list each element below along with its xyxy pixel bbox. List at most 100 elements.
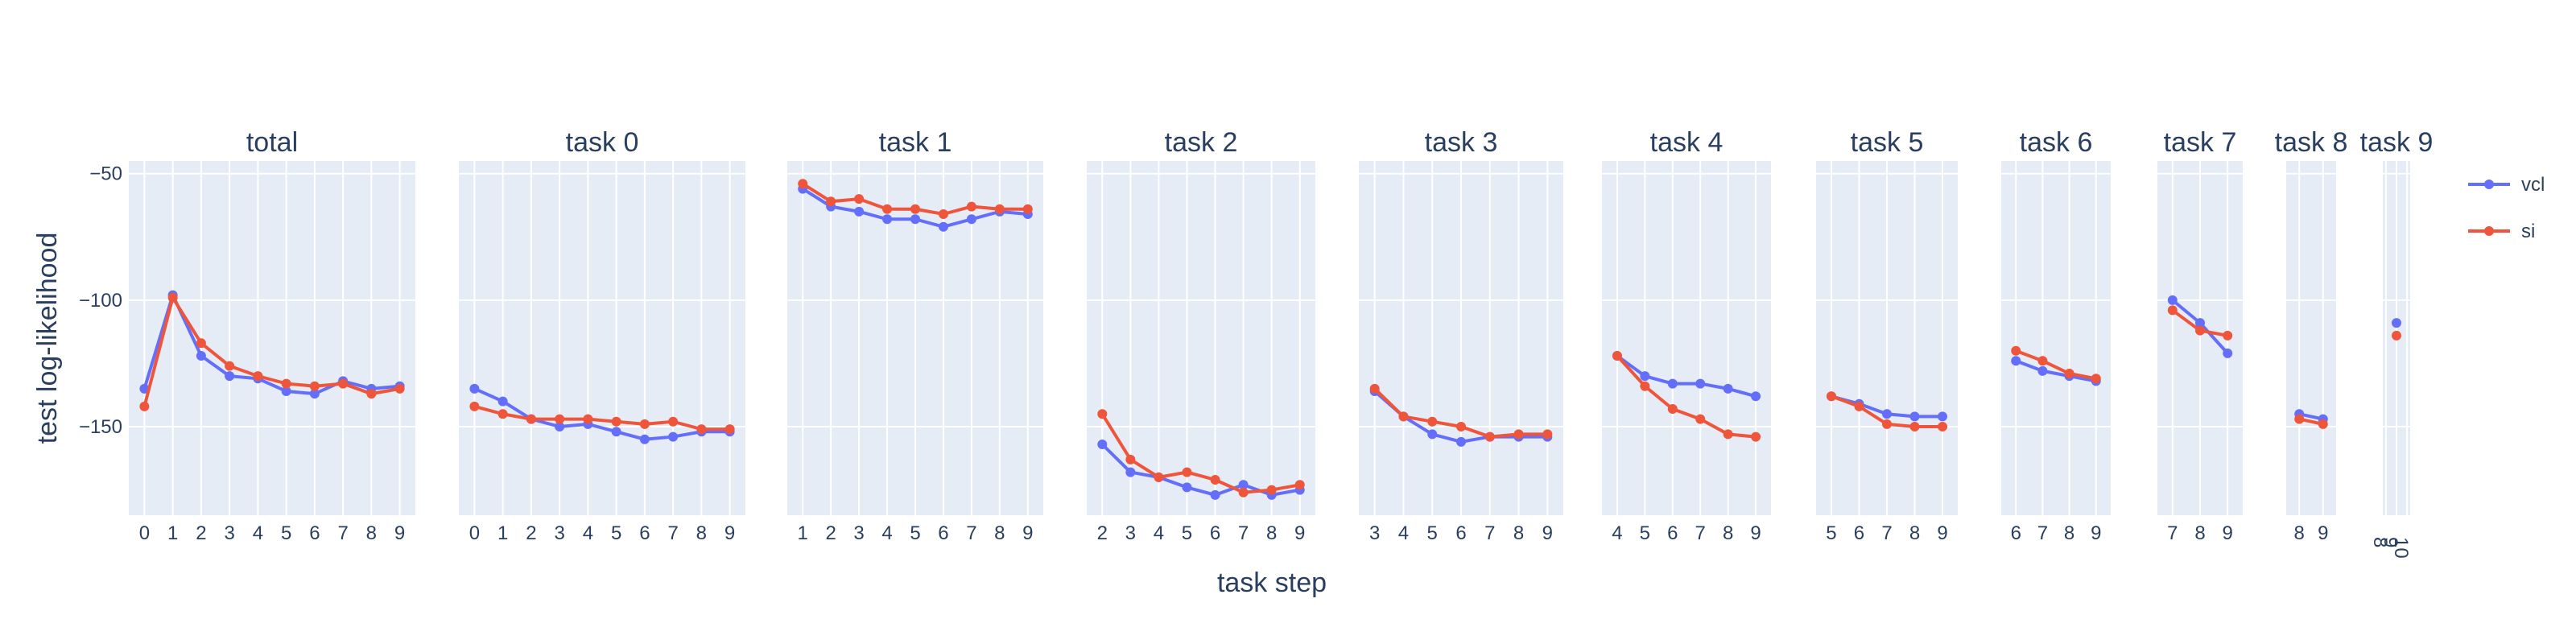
panel-title: task 7 — [2164, 127, 2237, 158]
x-tick-label: 9 — [1294, 522, 1305, 544]
series-line-si — [2015, 349, 2097, 381]
data-point-si — [2011, 345, 2021, 356]
x-tick-label: 9 — [1750, 522, 1761, 544]
series-si-total — [139, 292, 405, 411]
data-point-vcl — [2223, 348, 2233, 358]
series-si-task-6 — [2011, 345, 2101, 384]
x-tick-label: 2 — [526, 522, 536, 544]
x-tick-label: 6 — [938, 522, 948, 544]
data-point-si — [2223, 330, 2233, 341]
x-tick-label: 8 — [1513, 522, 1524, 544]
x-tick-label: 8 — [2294, 522, 2305, 544]
panel-task-0: task 0 0 1 2 3 4 5 6 7 8 9 — [459, 127, 745, 544]
panel-background — [2286, 161, 2336, 515]
panel-title: total — [246, 127, 298, 158]
x-tick-label: 2 — [825, 522, 836, 544]
data-point-si — [910, 204, 920, 214]
x-tick-label: 8 — [696, 522, 707, 544]
x-tick-label: 8 — [2064, 522, 2074, 544]
panel-title: task 1 — [879, 127, 952, 158]
data-point-vcl — [1909, 411, 1920, 422]
data-point-si — [2091, 374, 2101, 384]
data-point-si — [2037, 356, 2048, 366]
series-si-task-3 — [1369, 383, 1553, 442]
series-si-task-0 — [469, 401, 735, 435]
x-tick-label: 9 — [2318, 522, 2328, 544]
data-point-si — [526, 414, 536, 424]
series-line-vcl — [142, 290, 400, 396]
data-point-si — [1854, 401, 1864, 411]
data-point-si — [1266, 485, 1277, 495]
y-axis-title: test log-likelihood — [32, 233, 63, 444]
data-point-vcl — [668, 431, 679, 442]
x-tick-label: 5 — [1826, 522, 1836, 544]
data-point-si — [139, 401, 150, 411]
series-line-si — [142, 293, 400, 407]
panel-title: task 6 — [2020, 127, 2093, 158]
legend[interactable]: vcl si — [2468, 174, 2545, 242]
series-line-vcl — [2015, 359, 2097, 383]
x-tick-label: 7 — [1695, 522, 1706, 544]
data-point-si — [854, 194, 865, 204]
data-point-vcl — [1667, 378, 1678, 389]
data-point-vcl — [1182, 482, 1192, 493]
data-point-si — [882, 204, 893, 214]
data-point-si — [2294, 414, 2305, 424]
x-tick-label: 7 — [966, 522, 976, 544]
series-vcl-task-9 — [2392, 318, 2401, 328]
data-point-si — [1154, 472, 1164, 482]
x-tick-label: 9 — [2380, 537, 2401, 547]
x-tick-label: 1 — [167, 522, 178, 544]
x-tick-label: 5 — [1427, 522, 1438, 544]
data-point-si — [1238, 487, 1249, 497]
data-point-si — [583, 414, 593, 424]
x-tick-label: 7 — [1484, 522, 1495, 544]
x-tick-label: 7 — [337, 522, 348, 544]
data-point-si — [196, 338, 206, 349]
panel-title: task 3 — [1425, 127, 1498, 158]
x-tick-label: 7 — [1238, 522, 1249, 544]
x-tick-label: 1 — [798, 522, 808, 544]
x-tick-label: 9 — [2223, 522, 2233, 544]
data-point-vcl — [938, 221, 948, 232]
data-point-si — [338, 378, 349, 389]
x-tick-label: 8 — [366, 522, 377, 544]
data-point-vcl — [1238, 480, 1249, 490]
data-point-si — [1751, 431, 1761, 442]
legend-marker — [2484, 180, 2494, 189]
legend-item-si[interactable]: si — [2468, 221, 2535, 242]
x-tick-label: 7 — [2167, 522, 2178, 544]
data-point-si — [1640, 381, 1650, 391]
data-point-si — [1210, 475, 1220, 485]
data-point-vcl — [1751, 391, 1761, 402]
x-tick-label: 0 — [139, 522, 150, 544]
x-tick-label: 5 — [281, 522, 291, 544]
data-point-si — [1484, 431, 1495, 442]
panel-background — [459, 161, 745, 515]
x-tick-label: 9 — [1542, 522, 1553, 544]
x-tick-label: 5 — [1640, 522, 1650, 544]
data-point-si — [1369, 383, 1380, 394]
data-point-si — [2195, 325, 2205, 336]
data-point-si — [2392, 330, 2401, 341]
panel-task-5: task 5 5 6 7 8 9 — [1816, 127, 1958, 544]
data-point-vcl — [854, 206, 865, 217]
data-point-si — [639, 419, 650, 429]
data-point-vcl — [882, 214, 893, 225]
legend-label: si — [2521, 221, 2535, 242]
series-si-task-2 — [1097, 409, 1305, 497]
data-point-si — [724, 424, 735, 435]
panel-background — [2001, 161, 2111, 515]
data-point-si — [994, 204, 1005, 214]
data-point-si — [1398, 411, 1409, 422]
data-point-vcl — [611, 427, 621, 437]
panel-background — [1602, 161, 1771, 515]
data-point-vcl — [2037, 365, 2048, 376]
legend-item-vcl[interactable]: vcl — [2468, 174, 2545, 196]
panel-task-8: task 8 8 9 — [2275, 127, 2348, 544]
series-si-task-1 — [798, 179, 1033, 219]
data-point-si — [1513, 429, 1524, 440]
x-tick-label: 8 — [1266, 522, 1277, 544]
panel-title: task 4 — [1650, 127, 1724, 158]
